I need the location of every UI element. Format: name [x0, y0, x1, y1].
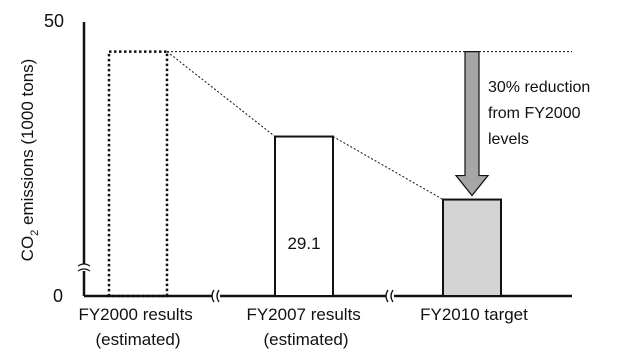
- data-label-fy2007: 29.1: [287, 234, 320, 253]
- x-axis-break-1: [211, 289, 220, 303]
- trend-line-1: [166, 51, 276, 137]
- bar-fy2010: [442, 198, 502, 297]
- category-label-fy2000: FY2000 results (estimated): [78, 305, 197, 349]
- trend-line-2: [332, 136, 444, 200]
- y-tick-50: 50: [44, 11, 64, 31]
- y-axis-label: CO2 emissions (1000 tons): [18, 59, 41, 262]
- category-label-fy2007: FY2007 results (estimated): [246, 305, 365, 349]
- reduction-arrow: [454, 50, 490, 197]
- bar-fy2007: [274, 135, 334, 297]
- y-axis-break: [77, 263, 91, 272]
- category-label-fy2010: FY2010 target: [420, 305, 528, 324]
- bar-fy2000: [107, 50, 169, 298]
- reduction-annotation: 30% reduction from FY2000 levels: [488, 79, 595, 148]
- y-tick-0: 0: [53, 286, 63, 306]
- x-axis-break-2: [385, 289, 394, 303]
